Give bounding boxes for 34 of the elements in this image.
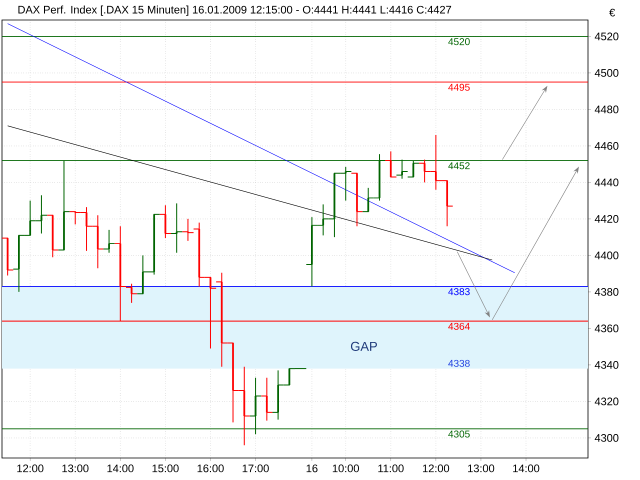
chart-title: DAX Perf. Index [.DAX 15 Minuten] 16.01.2009 12:15:00 - O:4441 H:4441 L:4416 C:4427 xyxy=(18,6,452,16)
ref-line-label: 4364 xyxy=(448,322,470,330)
y-tick-label: 4500 xyxy=(594,69,618,77)
x-tick-label: 14:00 xyxy=(513,464,540,472)
y-tick-label: 4360 xyxy=(594,324,618,332)
x-tick-label: 11:00 xyxy=(378,464,404,472)
x-tick-label: 13:00 xyxy=(62,464,89,472)
y-tick-label: 4300 xyxy=(594,434,618,442)
x-tick-label: 10:00 xyxy=(332,464,359,472)
y-tick-label: 4320 xyxy=(594,398,618,406)
x-tick-label: 14:00 xyxy=(107,464,134,472)
ref-line-label: 4383 xyxy=(448,288,470,296)
ref-line-label: 4495 xyxy=(448,84,470,91)
x-tick-label: 16 xyxy=(306,464,318,472)
x-tick-label: 12:00 xyxy=(422,464,450,472)
y-tick-label: 4420 xyxy=(594,215,618,223)
y-tick-label: 4380 xyxy=(594,288,618,296)
ref-line-label: 4305 xyxy=(448,430,470,438)
ref-line-label: 4520 xyxy=(448,38,470,46)
x-tick-label: 17:00 xyxy=(242,464,269,472)
x-tick-label: 15:00 xyxy=(152,464,179,472)
y-tick-label: 4460 xyxy=(594,142,618,150)
y-axis-title: € xyxy=(609,8,616,16)
band-label: GAP xyxy=(350,342,377,351)
y-tick-label: 4400 xyxy=(594,252,618,260)
y-tick-label: 4340 xyxy=(594,361,618,369)
ref-line-label: 4452 xyxy=(448,162,470,170)
y-tick-label: 4520 xyxy=(594,32,618,40)
x-tick-label: 12:00 xyxy=(17,464,44,472)
y-tick-label: 4480 xyxy=(594,106,618,114)
annotation: 4338 xyxy=(448,360,470,367)
y-tick-label: 4440 xyxy=(594,178,618,186)
x-tick-label: 16:00 xyxy=(198,464,224,472)
x-tick-label: 13:00 xyxy=(468,464,494,472)
